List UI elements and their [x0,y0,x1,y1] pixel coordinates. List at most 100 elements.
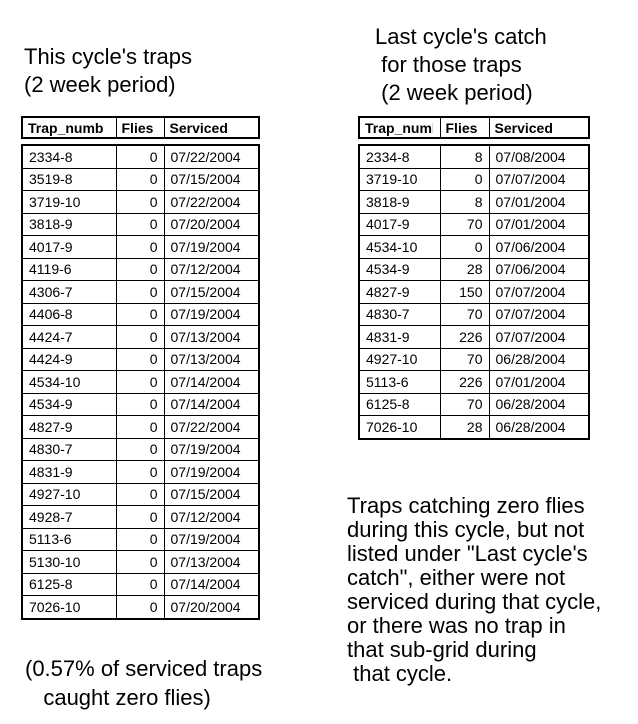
col-header-flies: Flies [115,116,165,139]
flies-count-cell: 0 [439,167,490,191]
serviced-date-cell: 07/06/2004 [488,257,590,281]
trap-number-cell: 4830-7 [21,437,117,461]
flies-count-cell: 0 [115,572,165,596]
flies-count-cell: 226 [439,370,490,394]
trap-number-cell: 4831-9 [21,460,117,484]
serviced-date-cell: 07/14/2004 [163,572,260,596]
trap-number-cell: 4406-8 [21,302,117,326]
flies-count-cell: 70 [439,212,490,236]
serviced-date-cell: 07/13/2004 [163,550,260,574]
trap-number-cell: 7026-10 [358,415,441,439]
flies-count-cell: 70 [439,347,490,371]
serviced-date-cell: 07/07/2004 [488,167,590,191]
table-row: 5113-6 226 07/01/2004 [358,370,590,394]
table-row: 7026-10 28 06/28/2004 [358,415,590,439]
table-row: 6125-8 0 07/14/2004 [21,572,260,596]
trap-number-cell: 3818-9 [21,212,117,236]
flies-count-cell: 8 [439,144,490,169]
flies-count-cell: 0 [115,347,165,371]
table-row: 3719-10 0 07/07/2004 [358,167,590,191]
flies-count-cell: 0 [115,595,165,619]
table-row: 4534-10 0 07/06/2004 [358,235,590,259]
trap-number-cell: 5113-6 [21,527,117,551]
table-row: 4830-7 70 07/07/2004 [358,302,590,326]
header-row: Trap_numb Flies Serviced [358,116,590,139]
serviced-date-cell: 07/08/2004 [488,144,590,169]
flies-count-cell: 0 [115,550,165,574]
serviced-date-cell: 07/15/2004 [163,280,260,304]
last-cycle-title: Last cycle's catch for those traps (2 we… [375,24,547,105]
col-header-trap-numb-text: Trap_numb [365,119,433,136]
flies-count-cell: 0 [115,527,165,551]
table-row: 4830-7 0 07/19/2004 [21,437,260,461]
serviced-date-cell: 07/13/2004 [163,325,260,349]
serviced-date-cell: 07/07/2004 [488,280,590,304]
serviced-date-cell: 07/19/2004 [163,302,260,326]
table-row: 4827-9 0 07/22/2004 [21,415,260,439]
trap-number-cell: 3719-10 [21,190,117,214]
trap-number-cell: 5113-6 [358,370,441,394]
this-cycle-title: This cycle's traps (2 week period) [24,44,193,97]
flies-count-cell: 70 [439,392,490,416]
flies-count-cell: 0 [115,482,165,506]
trap-number-cell: 4119-6 [21,257,117,281]
col-header-flies: Flies [439,116,490,139]
trap-number-cell: 4534-10 [358,235,441,259]
trap-number-cell: 4306-7 [21,280,117,304]
table-row: 4534-9 0 07/14/2004 [21,392,260,416]
trap-number-cell: 4017-9 [21,235,117,259]
table-row: 4927-10 0 07/15/2004 [21,482,260,506]
serviced-date-cell: 07/15/2004 [163,167,260,191]
flies-count-cell: 0 [115,257,165,281]
serviced-date-cell: 07/01/2004 [488,370,590,394]
serviced-date-cell: 07/01/2004 [488,212,590,236]
trap-number-cell: 4827-9 [358,280,441,304]
flies-count-cell: 0 [115,302,165,326]
flies-count-cell: 0 [115,325,165,349]
trap-number-cell: 4424-9 [21,347,117,371]
flies-count-cell: 0 [115,235,165,259]
explanatory-note: Traps catching zero flies during this cy… [347,493,602,686]
trap-number-cell: 4017-9 [358,212,441,236]
serviced-date-cell: 07/22/2004 [163,415,260,439]
flies-count-cell: 0 [115,167,165,191]
table-row: 6125-8 70 06/28/2004 [358,392,590,416]
trap-number-cell: 4831-9 [358,325,441,349]
trap-number-cell: 4928-7 [21,505,117,529]
table-row: 3519-8 0 07/15/2004 [21,167,260,191]
table-row: 4534-10 0 07/14/2004 [21,370,260,394]
flies-count-cell: 150 [439,280,490,304]
col-header-trap-numb: Trap_numb [21,116,117,139]
table-row: 3818-9 0 07/20/2004 [21,212,260,236]
table-row: 4424-9 0 07/13/2004 [21,347,260,371]
serviced-date-cell: 06/28/2004 [488,347,590,371]
header-row: Trap_numb Flies Serviced [21,116,260,139]
table-row: 2334-8 0 07/22/2004 [21,144,260,169]
trap-number-cell: 4424-7 [21,325,117,349]
flies-count-cell: 0 [439,235,490,259]
serviced-date-cell: 07/22/2004 [163,190,260,214]
trap-number-cell: 4830-7 [358,302,441,326]
table-row: 4827-9 150 07/07/2004 [358,280,590,304]
flies-count-cell: 0 [115,415,165,439]
flies-count-cell: 0 [115,437,165,461]
serviced-date-cell: 07/19/2004 [163,235,260,259]
serviced-date-cell: 07/22/2004 [163,144,260,169]
flies-count-cell: 0 [115,280,165,304]
flies-count-cell: 70 [439,302,490,326]
serviced-date-cell: 07/14/2004 [163,370,260,394]
flies-count-cell: 0 [115,505,165,529]
table-row: 4017-9 70 07/01/2004 [358,212,590,236]
col-header-serviced: Serviced [163,116,260,139]
serviced-date-cell: 07/19/2004 [163,460,260,484]
trap-number-cell: 2334-8 [358,144,441,169]
serviced-date-cell: 07/07/2004 [488,302,590,326]
trap-number-cell: 4534-10 [21,370,117,394]
serviced-date-cell: 06/28/2004 [488,392,590,416]
trap-number-cell: 3519-8 [21,167,117,191]
trap-number-cell: 4927-10 [21,482,117,506]
trap-number-cell: 5130-10 [21,550,117,574]
table-row: 4534-9 28 07/06/2004 [358,257,590,281]
serviced-date-cell: 07/20/2004 [163,212,260,236]
